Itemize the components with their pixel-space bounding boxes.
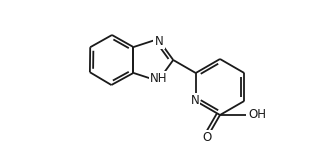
Text: NH: NH bbox=[150, 72, 168, 85]
Text: OH: OH bbox=[248, 109, 266, 122]
Text: N: N bbox=[155, 35, 163, 48]
Text: O: O bbox=[203, 131, 212, 144]
Text: N: N bbox=[190, 94, 199, 107]
